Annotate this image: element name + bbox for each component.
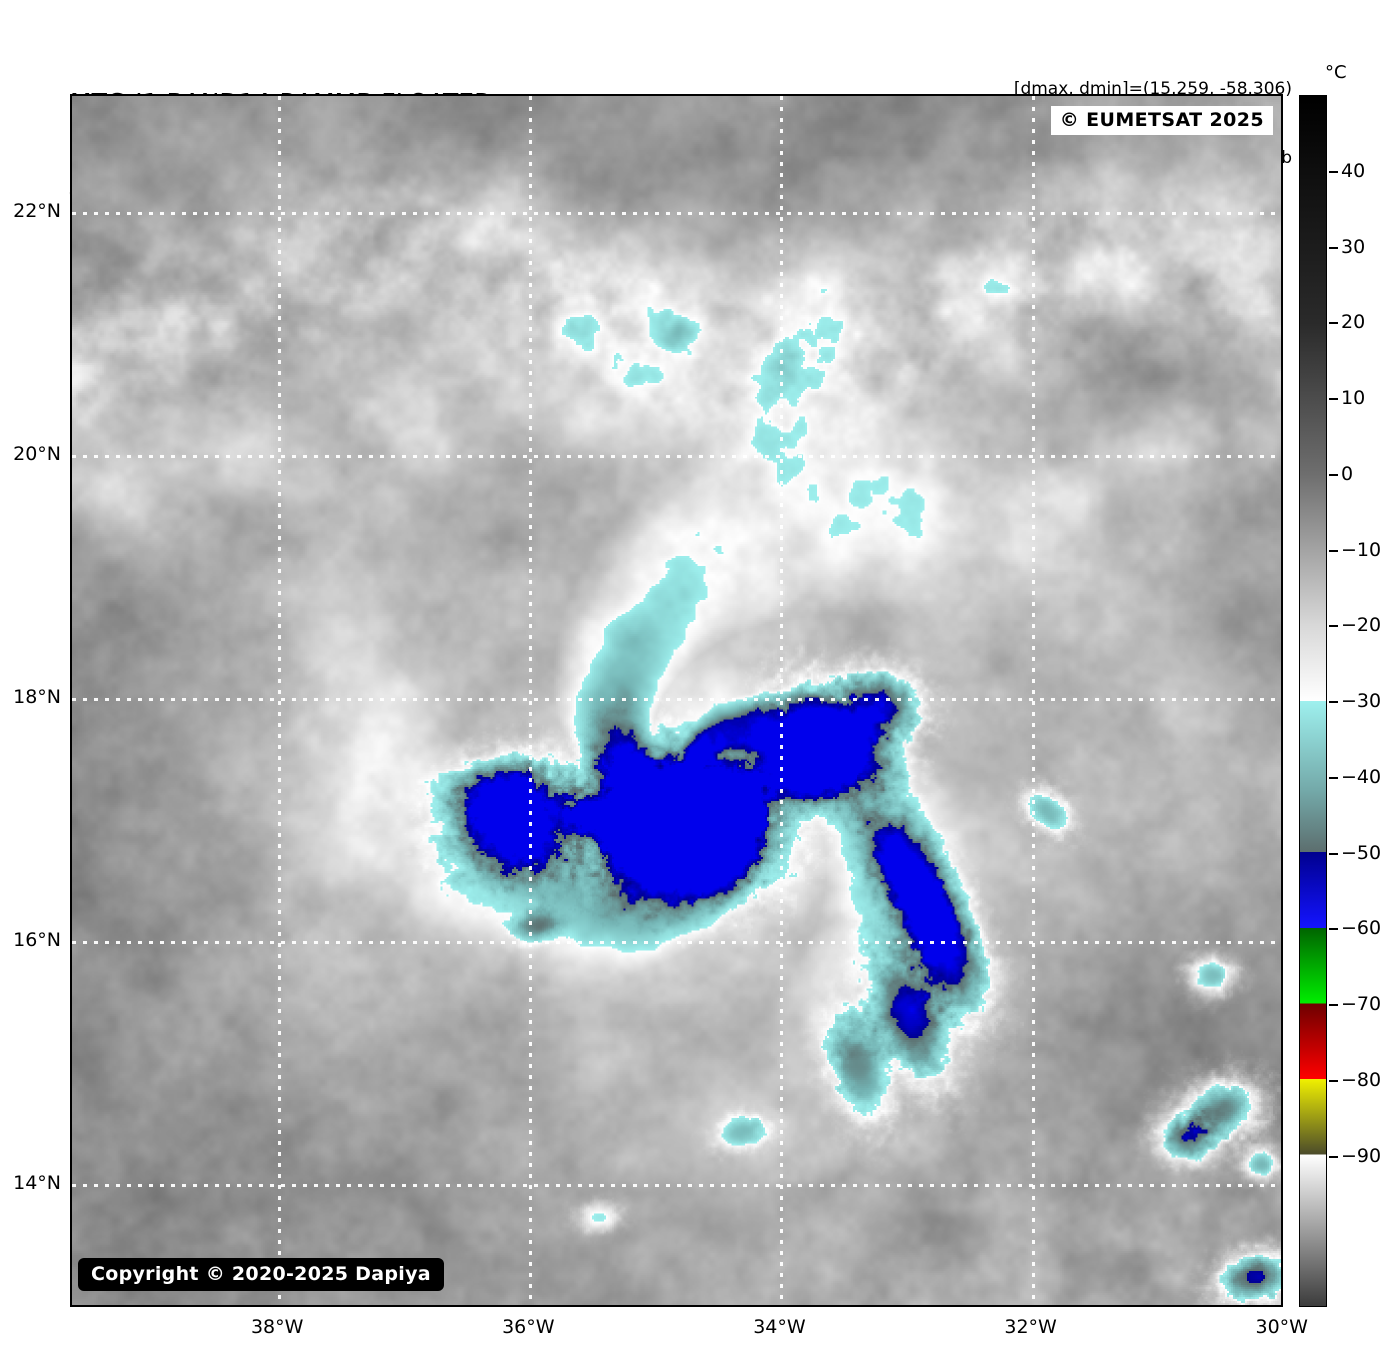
colorbar-tick-mark [1329,473,1338,476]
colorbar-tick-mark [1329,1079,1338,1082]
colorbar-tick-mark [1329,246,1338,249]
colorbar-tick-label: −90 [1341,1144,1382,1167]
colorbar-tick-mark [1329,549,1338,552]
colorbar-tick-label: −40 [1341,765,1382,788]
lat-tick-label: 14°N [13,1172,61,1195]
colorbar-tick-label: −20 [1341,614,1382,637]
colorbar-tick-label: 40 [1341,159,1366,182]
eumetsat-watermark: © EUMETSAT 2025 [1050,106,1273,135]
colorbar-tick-mark [1329,170,1338,173]
lon-tick-label: 30°W [1255,1316,1308,1338]
colorbar-tick-mark [1329,1155,1338,1158]
colorbar-tick-mark [1329,852,1338,855]
colorbar-tick-label: −70 [1341,993,1382,1015]
colorbar-tick-mark [1329,701,1338,703]
colorbar-tick-label: −30 [1341,690,1382,712]
colorbar-tick-label: −80 [1341,1068,1382,1091]
lon-tick-label: 36°W [502,1316,555,1338]
colorbar-tick-label: 30 [1341,235,1366,258]
dapiya-copyright-badge: Copyright © 2020-2025 Dapiya [78,1258,444,1291]
lon-tick-label: 38°W [250,1316,304,1338]
colorbar-gradient [1300,96,1326,1306]
lat-tick-label: 16°N [13,928,61,951]
colorbar-tick-label: −50 [1341,841,1382,864]
colorbar-tick-label: 10 [1341,387,1366,409]
colorbar-tick-mark [1329,776,1338,779]
colorbar-tick-label: −10 [1341,538,1382,561]
colorbar-tick-mark [1329,322,1338,325]
colorbar-unit-label: °C [1325,62,1347,83]
lat-tick-label: 18°N [13,685,61,708]
colorbar-tick-mark [1329,1004,1338,1006]
colorbar-tick-label: −60 [1341,917,1382,940]
colorbar-tick-label: 20 [1341,311,1366,334]
temperature-colorbar[interactable] [1299,95,1327,1307]
lat-tick-label: 22°N [13,199,61,222]
satellite-ir-imagery [72,96,1281,1305]
lon-tick-label: 34°W [753,1316,806,1338]
satellite-image-plot[interactable]: © EUMETSAT 2025 Copyright © 2020-2025 Da… [70,94,1283,1307]
colorbar-tick-label: 0 [1341,462,1354,485]
colorbar-tick-mark [1329,928,1338,931]
colorbar-tick-mark [1329,625,1338,628]
colorbar-tick-mark [1329,398,1338,400]
lat-tick-label: 20°N [13,442,61,465]
lon-tick-label: 32°W [1004,1316,1057,1338]
